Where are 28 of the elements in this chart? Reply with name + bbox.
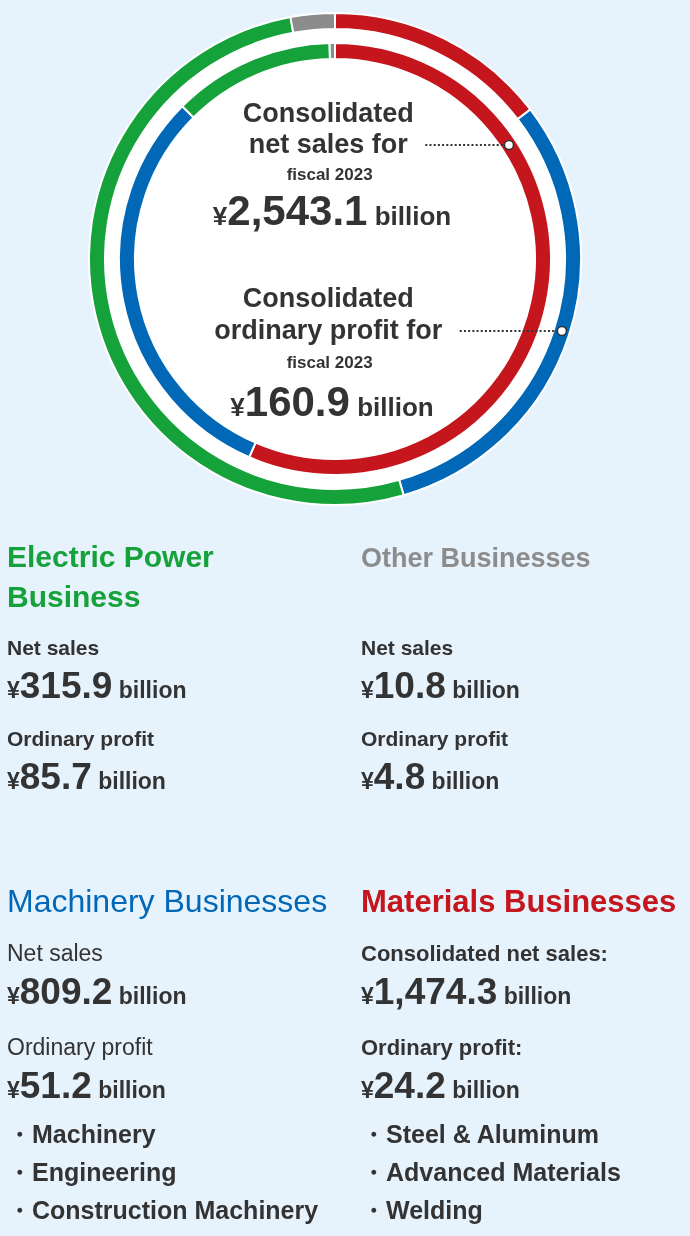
text: ・Engineering [7,1158,177,1186]
text: Net sales [7,940,103,966]
text: Net sales [7,636,100,659]
text: ¥4.8 billion [361,756,500,797]
text: ・Advanced Materials [361,1158,621,1186]
text: ・Welding [361,1196,483,1224]
text: Materials Businesses [361,884,677,919]
text: Consolidated net sales: [361,941,608,966]
text: ¥1,474.3 billion [361,971,572,1012]
text: Other Businesses [361,543,591,573]
text: Ordinary profit [361,727,509,750]
text: Electric Power Business [7,540,223,613]
text: Ordinary profit: [361,1035,523,1060]
text: ¥10.8 billion [361,665,520,706]
text: Consolidated ordinary profit for fiscal 2023 ¥160.9 billion [214,283,443,425]
text: ¥51.2 billion [7,1065,166,1106]
text: ・Construction Machinery [7,1196,319,1224]
text: ¥315.9 billion [7,665,187,706]
text: Ordinary profit [7,1034,154,1060]
text: ¥809.2 billion [7,971,187,1012]
text: ・Steel & Aluminum [361,1120,599,1148]
text: ¥24.2 billion [361,1065,520,1106]
text: Ordinary profit [7,727,155,750]
text: Machinery Businesses [7,883,328,919]
text: Net sales [361,636,454,659]
text: ・Machinery [7,1120,156,1148]
text: Consolidated net sales for fiscal 2023 ¥2,543.1 billion [212,98,452,234]
text: ¥85.7 billion [7,756,166,797]
